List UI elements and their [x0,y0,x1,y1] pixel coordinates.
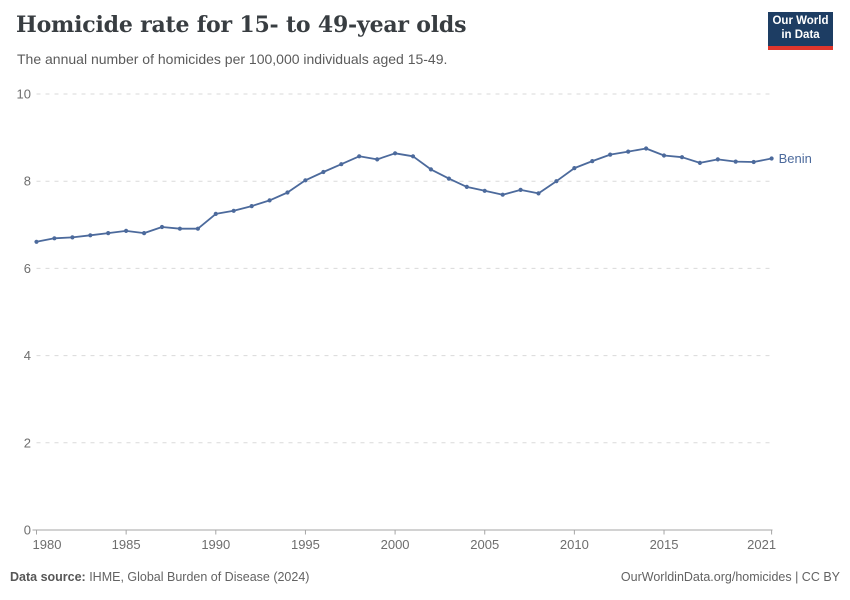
data-point-2000[interactable] [393,151,398,156]
owid-logo-line2: in Data [781,29,820,41]
data-point-2004[interactable] [464,184,469,189]
data-point-2014[interactable] [644,146,649,151]
data-point-1989[interactable] [195,226,200,231]
x-tick-label-1990: 1990 [201,537,230,552]
data-point-2002[interactable] [428,167,433,172]
owid-logo-line1: Our World [772,15,829,28]
y-tick-label-6: 6 [24,261,31,276]
page-title: Homicide rate for 15- to 49-year olds [16,12,467,38]
data-point-2015[interactable] [661,153,667,158]
data-source-value: IHME, Global Burden of Disease (2024) [85,570,310,584]
owid-logo[interactable]: Our World in Data [768,12,833,50]
chart-subtitle: The annual number of homicides per 100,0… [17,51,448,67]
data-point-2017[interactable] [697,160,703,165]
data-point-1999[interactable] [375,157,380,162]
data-point-1984[interactable] [106,231,111,236]
data-point-1987[interactable] [159,224,165,230]
data-point-2010[interactable] [572,166,577,171]
data-point-1994[interactable] [285,190,290,195]
y-tick-label-4: 4 [24,348,31,363]
data-point-1985[interactable] [124,228,129,233]
data-point-1997[interactable] [339,162,344,167]
data-point-2003[interactable] [446,176,451,181]
data-point-2020[interactable] [751,159,756,165]
data-point-1991[interactable] [231,208,236,213]
data-point-1982[interactable] [70,235,75,240]
data-point-2007[interactable] [518,187,523,192]
x-tick-label-2005: 2005 [470,537,499,552]
data-source-label: Data source: [10,570,86,584]
y-tick-label-0: 0 [24,523,31,538]
data-point-1990[interactable] [213,211,218,216]
data-point-2009[interactable] [554,179,559,184]
data-point-1986[interactable] [142,231,147,236]
series-label-benin[interactable]: Benin [779,151,812,166]
data-point-1988[interactable] [177,226,182,231]
y-tick-label-10: 10 [17,87,31,102]
data-point-2012[interactable] [608,152,613,157]
y-tick-label-2: 2 [24,435,31,450]
footer-citation-link[interactable]: OurWorldinData.org/homicides | CC BY [620,570,840,584]
data-point-2008[interactable] [536,191,541,196]
x-tick-label-1985: 1985 [112,537,141,552]
x-tick-label-2010: 2010 [560,537,589,552]
data-point-2016[interactable] [679,155,685,160]
x-tick-label-1980: 1980 [33,537,62,552]
x-tick-label-2021: 2021 [747,537,776,552]
x-tick-label-1995: 1995 [291,537,320,552]
chart-footer: Data source: IHME, Global Burden of Dise… [0,567,850,587]
data-point-2005[interactable] [482,188,487,193]
y-tick-label-8: 8 [24,174,31,189]
data-point-2011[interactable] [590,159,595,164]
x-tick-label-2015: 2015 [650,537,679,552]
data-point-2013[interactable] [626,149,631,154]
data-point-1983[interactable] [88,233,93,238]
data-point-2019[interactable] [733,159,738,164]
data-point-2018[interactable] [715,157,720,162]
data-point-1998[interactable] [357,154,362,159]
data-point-1992[interactable] [249,204,254,209]
data-point-2006[interactable] [500,192,505,197]
data-point-1995[interactable] [303,178,308,183]
series-line-benin[interactable] [35,147,773,243]
data-source: Data source: IHME, Global Burden of Dise… [10,570,309,584]
data-point-1981[interactable] [52,236,57,241]
data-point-1993[interactable] [267,198,272,203]
line-chart-canvas[interactable]: 0 2 4 6 8 10 1980 1985 1990 1995 2000 2005 2010 2015 2… [0,0,850,565]
data-point-2021[interactable] [769,156,774,161]
data-point-2001[interactable] [410,154,416,159]
x-tick-label-2000: 2000 [381,537,410,552]
data-point-1996[interactable] [321,169,326,175]
data-point-1980[interactable] [34,239,39,244]
